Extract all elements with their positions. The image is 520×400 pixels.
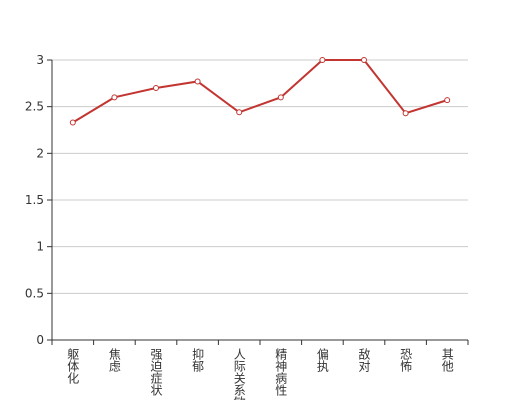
y-tick-label: 0 <box>36 333 44 347</box>
point <box>69 119 76 126</box>
point <box>111 94 118 101</box>
point <box>277 94 284 101</box>
x-tick-label: 其他 <box>440 348 454 372</box>
x-tick-label: 人际关系敏感 <box>232 348 246 400</box>
x-tick-label: 焦虑 <box>107 348 121 372</box>
x-tick-label: 敌对 <box>357 347 371 372</box>
y-tick-label: 1 <box>36 240 44 254</box>
point <box>319 57 326 63</box>
point <box>402 110 409 117</box>
point <box>361 57 367 63</box>
point <box>236 109 243 116</box>
point <box>444 97 451 104</box>
x-tick-label: 精神病性 <box>274 348 288 397</box>
y-tick-label: 1.5 <box>25 193 44 207</box>
x-tick-label: 强迫症状 <box>149 348 163 396</box>
y-tick-label: 0.5 <box>25 286 44 300</box>
x-tick-label: 抑郁 <box>191 347 205 373</box>
y-tick-label: 2.5 <box>25 100 44 114</box>
y-tick-label: 2 <box>36 146 44 160</box>
x-tick-label: 偏执 <box>315 347 329 373</box>
y-tick-label: 3 <box>36 53 44 67</box>
x-tick-label: 躯体化 <box>66 347 80 385</box>
x-tick-label: 恐怖 <box>399 348 413 372</box>
point <box>194 78 201 85</box>
line <box>72 59 448 124</box>
point <box>153 85 159 91</box>
